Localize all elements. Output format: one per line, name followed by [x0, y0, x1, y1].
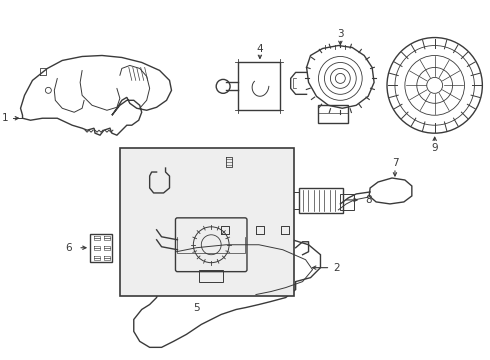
Bar: [341, 194, 354, 210]
Text: 5: 5: [193, 302, 199, 312]
Bar: [199, 270, 223, 282]
Text: 7: 7: [392, 158, 398, 168]
Bar: [90, 234, 112, 262]
Bar: [318, 105, 348, 123]
Bar: [291, 192, 298, 209]
Text: 6: 6: [65, 243, 72, 253]
Text: 8: 8: [365, 195, 371, 205]
Text: 4: 4: [257, 44, 263, 54]
Text: 2: 2: [333, 263, 340, 273]
Text: 3: 3: [337, 28, 343, 39]
Bar: [298, 188, 343, 213]
Text: 9: 9: [431, 143, 438, 153]
Text: 1: 1: [2, 113, 9, 123]
Bar: [238, 62, 280, 110]
Bar: [120, 148, 294, 296]
